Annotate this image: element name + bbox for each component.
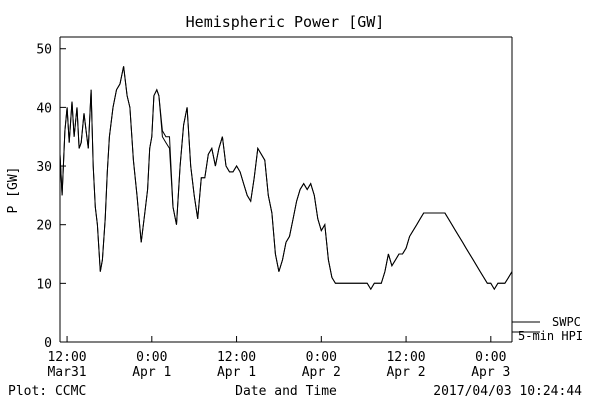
x-tick-time: 0:00 [136,350,167,365]
y-axis-ticks: 0 10 20 30 40 50 [36,43,66,351]
chart-title: Hemispheric Power [GW] [186,13,385,31]
y-tick-label: 40 [36,101,52,116]
y-tick-label: 50 [36,43,52,58]
x-tick-date: Apr 1 [132,365,171,380]
x-tick-time: 12:00 [47,350,86,365]
y-tick-label: 30 [36,160,52,175]
y-axis-label: P [GW] [6,167,21,214]
y-tick-label: 10 [36,277,52,292]
x-tick-time: 12:00 [386,350,425,365]
y-tick-label: 0 [44,336,52,351]
x-tick-time: 0:00 [306,350,337,365]
x-tick-date: Apr 2 [386,365,425,380]
timestamp: 2017/04/03 10:24:44 [433,384,582,399]
y-tick-label: 20 [36,219,52,234]
legend-label-hpi: 5-min HPI [518,329,583,343]
x-tick-date: Mar31 [47,365,86,380]
series-line-hpi [59,66,513,291]
legend-label-swpc: SWPC [552,315,581,329]
plot-credit: Plot: CCMC [8,384,86,399]
legend: SWPC 5-min HPI [512,315,583,343]
x-tick-time: 12:00 [217,350,256,365]
plot-area [59,36,513,343]
x-tick-time: 0:00 [475,350,506,365]
x-axis-label: Date and Time [235,384,337,399]
x-tick-date: Apr 2 [302,365,341,380]
x-tick-date: Apr 1 [217,365,256,380]
series-layer [59,66,513,291]
x-tick-date: Apr 3 [471,365,510,380]
